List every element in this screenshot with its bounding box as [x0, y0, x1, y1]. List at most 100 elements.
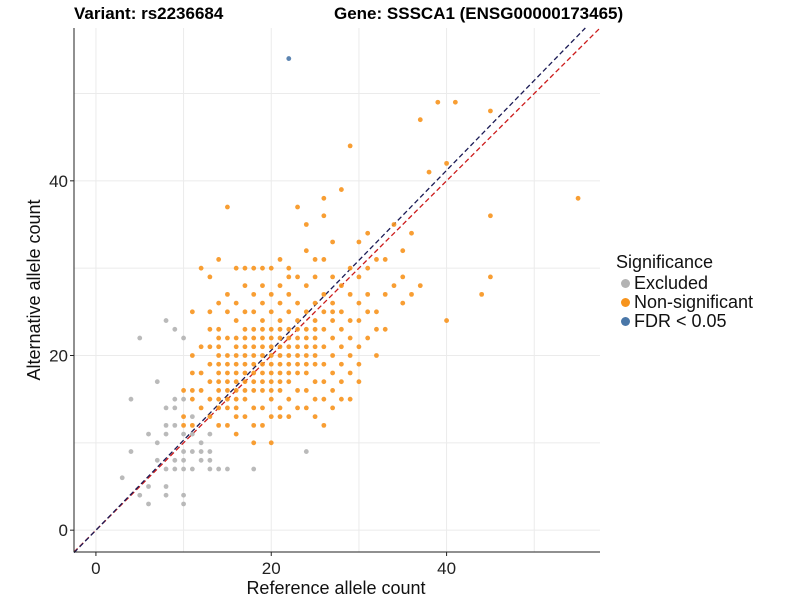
point-non-significant: [347, 291, 353, 297]
point-non-significant: [216, 353, 222, 358]
point-non-significant: [479, 291, 485, 297]
legend-item-excluded: Excluded: [616, 273, 753, 293]
x-tick-label: 40: [437, 559, 456, 578]
point-non-significant: [303, 222, 309, 227]
point-excluded: [198, 449, 204, 454]
point-excluded: [189, 414, 195, 420]
point-non-significant: [347, 265, 353, 271]
point-excluded: [216, 466, 222, 472]
point-excluded: [163, 431, 169, 437]
point-non-significant: [181, 388, 186, 393]
point-non-significant: [365, 291, 371, 297]
point-non-significant: [216, 370, 222, 376]
point-non-significant: [330, 353, 336, 358]
point-excluded: [303, 449, 309, 454]
point-non-significant: [303, 248, 309, 254]
point-non-significant: [268, 291, 274, 297]
point-non-significant: [365, 309, 371, 315]
point-non-significant: [356, 318, 362, 323]
point-non-significant: [216, 379, 222, 385]
point-non-significant: [286, 265, 292, 271]
point-non-significant: [216, 335, 222, 341]
point-excluded: [181, 335, 186, 341]
point-non-significant: [207, 344, 213, 350]
y-axis-title: Alternative allele count: [24, 199, 44, 380]
x-tick-label: 20: [262, 559, 281, 578]
point-non-significant: [417, 283, 423, 289]
point-non-significant: [330, 300, 336, 306]
point-non-significant: [189, 396, 195, 402]
point-non-significant: [242, 335, 248, 341]
point-non-significant: [488, 274, 493, 280]
point-non-significant: [242, 379, 248, 385]
point-non-significant: [251, 353, 257, 358]
point-non-significant: [268, 414, 274, 420]
point-non-significant: [356, 344, 362, 350]
point-non-significant: [268, 265, 274, 271]
legend-item-fdr: FDR < 0.05: [616, 311, 753, 331]
point-non-significant: [338, 283, 344, 289]
point-non-significant: [382, 291, 388, 297]
point-non-significant: [365, 230, 371, 236]
point-non-significant: [198, 344, 204, 350]
point-excluded: [181, 501, 186, 507]
point-non-significant: [277, 370, 283, 376]
point-non-significant: [338, 326, 344, 332]
point-non-significant: [400, 248, 406, 254]
point-non-significant: [189, 353, 195, 358]
point-non-significant: [260, 326, 265, 332]
legend-title: Significance: [616, 252, 714, 272]
point-excluded: [198, 440, 204, 446]
point-non-significant: [216, 388, 222, 393]
point-non-significant: [277, 353, 283, 358]
point-non-significant: [444, 160, 449, 166]
point-excluded: [225, 466, 230, 472]
point-non-significant: [251, 344, 257, 350]
point-non-significant: [286, 361, 292, 367]
point-excluded: [137, 335, 143, 341]
point-non-significant: [242, 388, 248, 393]
point-non-significant: [207, 414, 213, 420]
point-non-significant: [321, 309, 327, 315]
point-non-significant: [260, 361, 265, 367]
point-non-significant: [233, 300, 239, 306]
point-non-significant: [251, 405, 257, 411]
point-non-significant: [347, 370, 353, 376]
point-non-significant: [330, 309, 336, 315]
point-non-significant: [225, 396, 230, 402]
point-non-significant: [260, 265, 265, 271]
point-non-significant: [312, 326, 318, 332]
legend-label-fdr: FDR < 0.05: [634, 311, 727, 331]
point-excluded: [181, 492, 186, 498]
point-non-significant: [312, 274, 318, 280]
chart-title-gene: Gene: SSSCA1 (ENSG00000173465): [334, 4, 624, 23]
point-non-significant: [225, 309, 230, 315]
point-non-significant: [347, 143, 353, 149]
point-non-significant: [216, 361, 222, 367]
point-non-significant: [225, 370, 230, 376]
point-non-significant: [286, 291, 292, 297]
point-non-significant: [286, 353, 292, 358]
point-non-significant: [225, 353, 230, 358]
point-non-significant: [242, 396, 248, 402]
point-non-significant: [233, 335, 239, 341]
point-non-significant: [347, 335, 353, 341]
point-excluded: [163, 466, 169, 472]
point-non-significant: [356, 274, 362, 280]
point-non-significant: [321, 326, 327, 332]
point-non-significant: [207, 274, 213, 280]
point-non-significant: [268, 353, 274, 358]
point-non-significant: [277, 257, 283, 262]
point-non-significant: [251, 291, 257, 297]
point-excluded: [154, 379, 160, 385]
point-non-significant: [575, 195, 581, 201]
point-excluded: [163, 492, 169, 498]
point-fdr-0-05: [286, 56, 292, 61]
point-excluded: [146, 484, 151, 489]
point-non-significant: [268, 309, 274, 315]
point-non-significant: [225, 388, 230, 393]
point-non-significant: [260, 370, 265, 376]
point-non-significant: [347, 396, 353, 402]
reference-line-fitted: [73, 27, 586, 554]
point-non-significant: [303, 353, 309, 358]
